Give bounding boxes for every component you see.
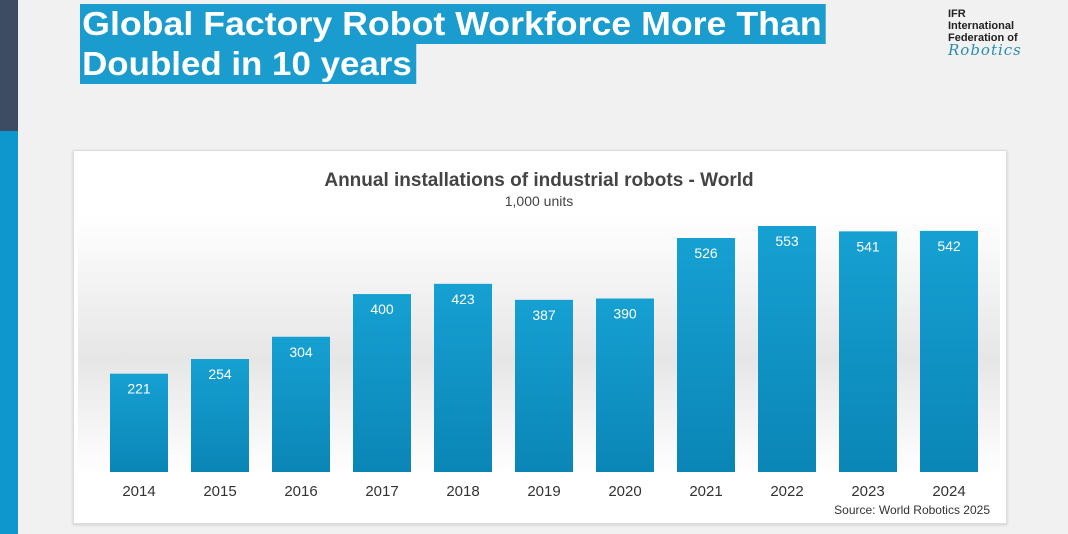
data-label: 553: [775, 233, 799, 249]
x-tick-label: 2023: [851, 483, 884, 500]
x-tick-label: 2019: [527, 483, 560, 500]
bar-2021: [677, 238, 735, 472]
bar-2017: [353, 294, 411, 472]
x-tick-label: 2022: [770, 483, 803, 500]
data-label: 541: [856, 238, 880, 254]
bar-2020: [596, 298, 654, 472]
data-label: 387: [532, 307, 556, 323]
logo-text: IFR: [948, 8, 966, 20]
bar-2024: [920, 230, 978, 472]
side-strip-dark: [0, 0, 18, 131]
x-tick-label: 2024: [932, 483, 965, 500]
title-line-2: Doubled in 10 years: [80, 44, 416, 84]
x-tick-label: 2014: [122, 483, 155, 500]
data-label: 526: [694, 245, 718, 261]
data-label: 542: [937, 238, 961, 254]
logo-text: International: [948, 20, 1015, 32]
data-label: 304: [289, 344, 313, 360]
chart-source: Source: World Robotics 2025: [834, 503, 990, 517]
bar-2023: [839, 231, 897, 472]
x-tick-label: 2016: [284, 483, 317, 500]
logo-text: Federation of: [948, 32, 1018, 44]
bar-2018: [434, 283, 492, 472]
bar-2019: [515, 299, 573, 472]
data-label: 423: [451, 291, 475, 307]
logo-text: Robotics: [948, 41, 1022, 59]
bar-2016: [272, 336, 330, 472]
x-tick-label: 2015: [203, 483, 236, 500]
bar-2022: [758, 226, 816, 472]
x-tick-label: 2020: [608, 483, 641, 500]
bar-2015: [191, 359, 249, 472]
chart-title: Annual installations of industrial robot…: [324, 170, 753, 191]
data-label: 390: [613, 306, 637, 322]
data-label: 254: [208, 366, 232, 382]
x-tick-label: 2021: [689, 483, 722, 500]
title-line-1: Global Factory Robot Workforce More Than: [80, 4, 826, 44]
x-tick-label: 2017: [365, 483, 398, 500]
ifr-logo: IFR International Federation of Robotics: [948, 8, 1022, 59]
data-label: 221: [127, 381, 151, 397]
x-tick-label: 2018: [446, 483, 479, 500]
chart-subtitle: 1,000 units: [505, 193, 574, 209]
side-strip-blue: [0, 131, 18, 534]
bar-2014: [110, 373, 168, 472]
data-label: 400: [370, 301, 394, 317]
